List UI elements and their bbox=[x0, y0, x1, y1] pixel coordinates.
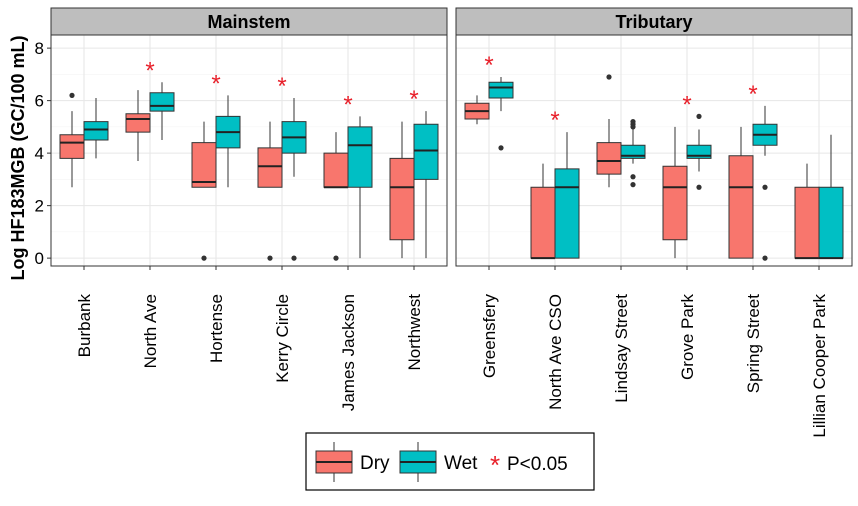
dry-box bbox=[59, 134, 85, 159]
significance-star: * bbox=[682, 91, 691, 118]
wet-outlier bbox=[630, 124, 636, 130]
wet-outlier bbox=[762, 184, 768, 190]
panel-mainstem: Mainstem Burbank * North Ave * Hortense * Kerry… bbox=[35, 7, 448, 411]
legend-significance-symbol: * bbox=[490, 450, 500, 480]
wet-box bbox=[413, 123, 439, 180]
wet-outlier bbox=[696, 184, 702, 190]
category-grove-park: * bbox=[662, 91, 712, 259]
dry-outlier bbox=[201, 255, 207, 261]
dry-box bbox=[389, 157, 415, 241]
x-tick-label: Greensfery bbox=[480, 294, 499, 379]
category-lillian-cooper-park bbox=[794, 134, 844, 260]
x-tick-label: North Ave CSO bbox=[546, 294, 565, 410]
x-tick-label: Northwest bbox=[405, 294, 424, 371]
category-north-ave-cso: * bbox=[530, 107, 580, 260]
facet-strip bbox=[50, 7, 448, 36]
dry-box bbox=[662, 165, 688, 241]
dry-box bbox=[191, 142, 217, 188]
category-hortense: * bbox=[191, 70, 241, 261]
x-tick-label: Lillian Cooper Park bbox=[810, 294, 829, 438]
dry-outlier bbox=[333, 255, 339, 261]
y-tick-label: 4 bbox=[35, 144, 44, 163]
significance-star: * bbox=[748, 81, 757, 108]
category-greensfery: * bbox=[464, 52, 514, 151]
legend-dry-label: Dry bbox=[360, 453, 390, 474]
wet-outlier bbox=[630, 182, 636, 188]
wet-outlier bbox=[696, 113, 702, 119]
significance-star: * bbox=[211, 70, 220, 97]
x-tick-label: Grove Park bbox=[678, 294, 697, 380]
facet-strip bbox=[455, 7, 853, 36]
category-north-ave: * bbox=[125, 57, 175, 161]
wet-box bbox=[554, 168, 580, 259]
y-tick-label: 2 bbox=[35, 197, 44, 216]
dry-outlier bbox=[606, 74, 612, 80]
category-northwest: * bbox=[389, 86, 439, 259]
dry-box bbox=[257, 147, 283, 188]
significance-star: * bbox=[484, 52, 493, 79]
y-axis-label: Log HF183MGB (GC/100 mL) bbox=[8, 35, 28, 280]
dry-outlier bbox=[267, 255, 273, 261]
wet-box bbox=[149, 92, 175, 112]
x-tick-label: Burbank bbox=[75, 294, 94, 358]
wet-outlier bbox=[630, 174, 636, 180]
facet-strip-label: Mainstem bbox=[207, 12, 290, 32]
x-tick-label: Spring Street bbox=[744, 294, 763, 393]
y-tick-label: 8 bbox=[35, 39, 44, 58]
panel-tributary: Tributary * Greensfery * North Ave CSO Lindsa… bbox=[455, 7, 853, 438]
wet-box bbox=[818, 186, 844, 259]
panels: Mainstem Burbank * North Ave * Hortense * Kerry… bbox=[35, 7, 853, 438]
significance-star: * bbox=[277, 73, 286, 100]
wet-box bbox=[347, 126, 373, 188]
x-tick-label: Kerry Circle bbox=[273, 294, 292, 383]
category-burbank bbox=[59, 92, 109, 188]
plot-background bbox=[456, 35, 852, 266]
y-tick-label: 0 bbox=[35, 249, 44, 268]
panel-border bbox=[50, 34, 448, 267]
significance-star: * bbox=[409, 86, 418, 113]
y-tick-label: 6 bbox=[35, 92, 44, 111]
significance-star: * bbox=[343, 91, 352, 118]
x-tick-label: North Ave bbox=[141, 294, 160, 368]
wet-box bbox=[83, 121, 109, 141]
dry-box bbox=[596, 142, 622, 175]
dry-box bbox=[728, 155, 754, 259]
category-james-jackson: * bbox=[323, 91, 373, 261]
x-tick-label: Hortense bbox=[207, 294, 226, 363]
wet-outlier bbox=[291, 255, 297, 261]
category-spring-street: * bbox=[728, 81, 778, 261]
plot-background bbox=[51, 35, 447, 266]
legend-wet-label: Wet bbox=[444, 453, 478, 474]
panel-border bbox=[455, 34, 853, 267]
legend-frame bbox=[305, 432, 595, 491]
category-kerry-circle: * bbox=[257, 73, 307, 261]
significance-star: * bbox=[550, 107, 559, 134]
wet-box bbox=[488, 81, 514, 99]
significance-star: * bbox=[145, 57, 154, 84]
legend: Dry Wet * P<0.05 bbox=[305, 432, 595, 491]
wet-outlier bbox=[498, 145, 504, 151]
x-tick-label: James Jackson bbox=[339, 294, 358, 411]
category-lindsay-street bbox=[596, 74, 646, 188]
dry-box bbox=[530, 186, 556, 259]
dry-outlier bbox=[69, 92, 75, 98]
wet-outlier bbox=[762, 255, 768, 261]
facet-strip-label: Tributary bbox=[615, 12, 692, 32]
dry-box bbox=[125, 113, 151, 133]
legend-significance-label: P<0.05 bbox=[507, 454, 568, 475]
dry-box bbox=[794, 186, 820, 259]
dry-box bbox=[323, 152, 349, 188]
x-tick-label: Lindsay Street bbox=[612, 294, 631, 403]
